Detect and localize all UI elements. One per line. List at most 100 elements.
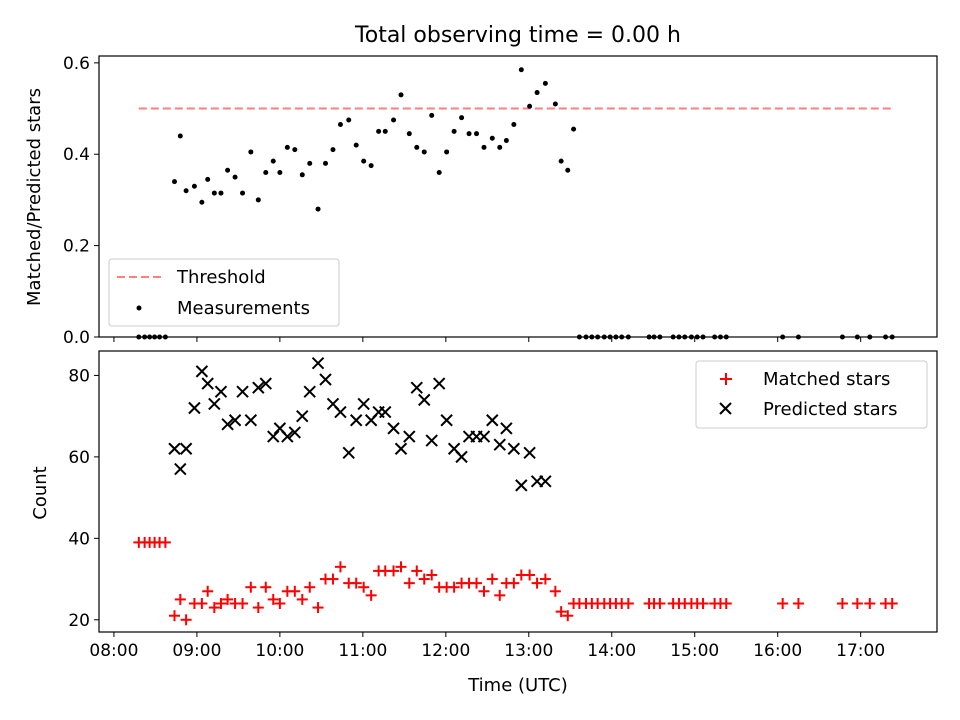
predicted-star-marker <box>440 414 453 427</box>
measurement-point <box>436 170 442 176</box>
top-y-tick-label: 0.6 <box>63 54 90 74</box>
predicted-star-marker <box>267 430 280 443</box>
bottom-x-tick-label: 16:00 <box>753 641 802 661</box>
predicted-star-marker <box>539 475 552 488</box>
predicted-star-marker <box>507 442 521 455</box>
bottom-legend: Matched stars Predicted stars <box>695 360 928 429</box>
measurement-point <box>323 160 329 166</box>
measurement-point <box>444 149 450 155</box>
bottom-x-axis-label: Time (UTC) <box>467 675 568 696</box>
predicted-marker-b <box>410 381 423 394</box>
measurement-point <box>489 135 495 141</box>
matched-star-marker <box>327 573 339 585</box>
predicted-marker-b <box>281 430 294 443</box>
bottom-y-tick-label: 20 <box>68 611 90 631</box>
measurement-point <box>565 167 571 173</box>
matched-star-marker <box>654 597 666 609</box>
predicted-marker-b <box>539 475 552 488</box>
measurement-point <box>292 147 298 153</box>
bottom-x-tick-label: 14:00 <box>587 641 636 661</box>
predicted-star-marker <box>357 397 370 411</box>
matched-star-marker <box>622 597 634 609</box>
top-legend-box <box>108 258 340 327</box>
legend-matched-swatch <box>720 373 732 385</box>
matched-star-marker <box>531 577 543 589</box>
measurement-point <box>571 126 577 132</box>
matched-star-marker <box>350 577 362 589</box>
measurement-point <box>284 144 290 150</box>
top-y-axis-label: Matched/Predicted stars <box>24 88 45 306</box>
measurement-point <box>307 160 313 166</box>
measurement-point <box>172 179 178 185</box>
bottom-x-tick-label: 17:00 <box>836 641 885 661</box>
bottom-x-tick-label: 15:00 <box>670 641 719 661</box>
measurement-point <box>542 80 548 86</box>
predicted-marker-b <box>507 442 521 455</box>
predicted-marker-b <box>432 377 446 390</box>
predicted-star-marker <box>288 426 302 439</box>
predicted-marker-b <box>168 442 181 455</box>
matched-star-marker <box>411 565 423 577</box>
matched-star-marker <box>720 597 732 609</box>
bottom-axes-frame <box>98 350 938 633</box>
matched-star-marker <box>418 573 430 585</box>
measurement-point <box>263 170 269 176</box>
measurement-point <box>398 92 404 98</box>
measurement-point <box>255 197 261 203</box>
predicted-star-marker <box>394 442 408 455</box>
predicted-marker-b <box>174 462 187 476</box>
predicted-star-marker <box>259 377 272 390</box>
matched-star-marker <box>252 602 264 614</box>
measurement-point <box>376 128 382 134</box>
predicted-star-marker <box>201 377 214 390</box>
bottom-plot-area: 20 40 60 80 08:00 09:00 10:00 11:00 12:00 13:00 14… <box>68 357 898 661</box>
predicted-marker-b <box>319 373 332 386</box>
predicted-marker-b <box>303 385 316 398</box>
predicted-star-marker <box>477 430 491 443</box>
predicted-marker-b <box>379 405 392 419</box>
bottom-y-axis-label: Count <box>30 466 51 519</box>
predicted-star-marker <box>195 365 209 378</box>
matched-star-marker <box>494 589 506 601</box>
predicted-marker-b <box>477 430 491 443</box>
predicted-star-marker <box>244 414 258 427</box>
matched-star-marker <box>486 573 498 585</box>
predicted-star-marker <box>493 438 506 451</box>
predicted-marker-b <box>259 377 272 390</box>
predicted-marker-b <box>418 393 431 407</box>
top-legend: Threshold Measurements <box>108 258 340 327</box>
predicted-marker-b <box>387 422 400 435</box>
predicted-star-marker <box>303 385 316 398</box>
measurement-point <box>527 103 533 109</box>
matched-star-marker <box>508 577 520 589</box>
bottom-y-tick-label: 80 <box>68 366 90 386</box>
measurement-point <box>225 167 231 173</box>
matched-star-marker <box>245 581 257 593</box>
predicted-star-marker <box>252 381 265 394</box>
measurement-point <box>451 128 457 134</box>
bottom-x-tick-label: 08:00 <box>89 641 138 661</box>
predicted-marker-b <box>296 409 309 423</box>
measurement-point <box>511 122 517 128</box>
predicted-star-marker <box>179 442 193 455</box>
predicted-star-marker <box>432 377 446 390</box>
measurement-point <box>199 199 205 205</box>
measurement-point <box>481 144 487 150</box>
bottom-x-tick-label: 09:00 <box>172 641 221 661</box>
predicted-marker-b <box>447 442 461 455</box>
matched-star-marker <box>304 581 316 593</box>
measurement-point <box>414 144 420 150</box>
measurement-point <box>421 149 427 155</box>
legend-measurements-label: Measurements <box>177 298 310 319</box>
predicted-marker-b <box>357 397 370 411</box>
matched-star-marker <box>237 597 249 609</box>
predicted-marker-b <box>425 434 438 447</box>
predicted-star-marker <box>208 397 221 411</box>
top-y-tick-label: 0.4 <box>63 145 90 165</box>
top-plot-area: 0.0 0.2 0.4 0.6 <box>63 54 895 348</box>
bottom-y-tick-label: 60 <box>68 448 90 468</box>
predicted-marker-b <box>515 479 528 492</box>
measurement-point <box>459 115 465 121</box>
predicted-marker-b <box>440 414 453 427</box>
